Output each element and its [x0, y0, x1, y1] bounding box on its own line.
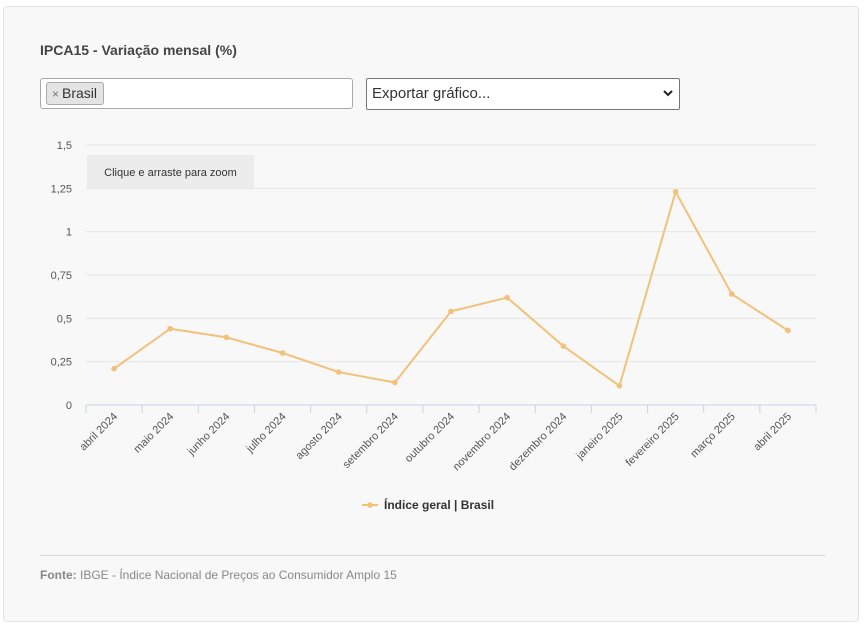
legend-marker: [367, 502, 373, 508]
data-point: [167, 325, 174, 332]
data-point: [785, 327, 791, 334]
y-tick-label: 0: [66, 400, 72, 412]
legend-label: Índice geral | Brasil: [384, 497, 494, 512]
data-point: [335, 369, 342, 375]
region-filter-input[interactable]: × Brasil: [40, 78, 353, 109]
data-point: [560, 343, 567, 349]
data-point: [111, 365, 117, 372]
x-tick-label: novembro 2024: [451, 411, 514, 474]
zoom-hint-text: Clique e arraste para zoom: [104, 167, 237, 179]
data-point: [504, 294, 510, 301]
data-point: [392, 379, 398, 386]
x-tick-label: fevereiro 2025: [624, 411, 682, 469]
chart-panel: IPCA15 - Variação mensal (%) × Brasil Exp…: [3, 6, 859, 622]
x-tick-label: abril 2025: [751, 411, 794, 454]
region-tag-brasil: × Brasil: [46, 82, 105, 105]
chevron-down-icon: [663, 90, 673, 97]
data-point: [448, 308, 454, 315]
export-chart-selected: Exportar gráfico...: [372, 85, 491, 102]
x-tick-label: maio 2024: [132, 411, 177, 456]
y-tick-label: 1,5: [57, 140, 72, 152]
data-point: [672, 189, 679, 195]
x-tick-label: setembro 2024: [341, 411, 401, 471]
y-tick-label: 0,25: [51, 357, 72, 369]
region-tag-label: Brasil: [62, 85, 98, 101]
x-tick-label: outubro 2024: [403, 411, 457, 465]
zoom-hint-box: [87, 155, 254, 188]
series-line: [113, 190, 789, 387]
x-tick-label: março 2025: [688, 411, 738, 461]
data-point: [279, 350, 286, 356]
y-tick-label: 0,75: [51, 270, 72, 282]
x-tick-label: abril 2024: [78, 411, 121, 454]
x-tick-label: dezembro 2024: [507, 411, 570, 474]
data-point: [616, 383, 623, 389]
remove-tag-icon[interactable]: ×: [52, 87, 60, 101]
x-tick-label: janeiro 2025: [574, 411, 626, 463]
export-chart-select[interactable]: Exportar gráfico...: [366, 78, 680, 110]
panel-title: IPCA15 - Variação mensal (%): [40, 42, 237, 58]
y-tick-label: 1: [66, 227, 72, 239]
y-tick-label: 0,5: [57, 313, 72, 325]
x-tick-label: agosto 2024: [294, 411, 345, 462]
y-tick-label: 1,25: [51, 183, 72, 195]
data-point: [728, 291, 735, 297]
x-tick-label: junho 2024: [185, 411, 233, 459]
source-note: Fonte: IBGE - Índice Nacional de Preços …: [40, 568, 397, 582]
source-text: IBGE - Índice Nacional de Preços ao Cons…: [80, 568, 397, 582]
footer-divider: [40, 555, 826, 556]
data-point: [223, 334, 230, 341]
x-tick-label: julho 2024: [244, 411, 289, 456]
source-label: Fonte:: [40, 568, 77, 582]
